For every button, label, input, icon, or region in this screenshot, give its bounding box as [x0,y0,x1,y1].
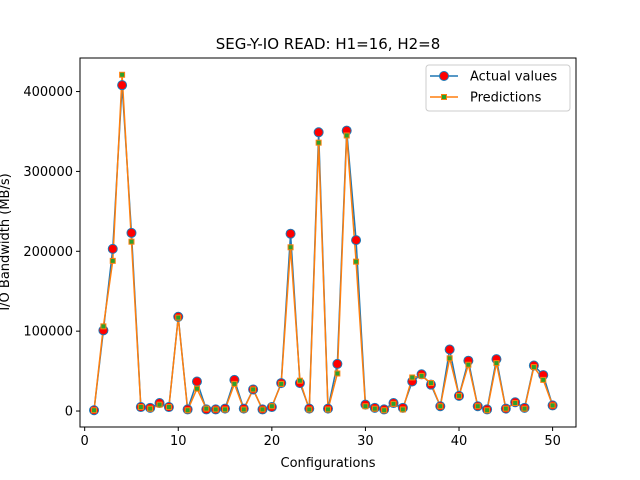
data-point-prediction [465,361,472,368]
data-point-prediction [287,244,294,251]
y-tick-label: 300000 [23,165,73,180]
data-point-prediction [193,385,200,392]
data-point-prediction [325,406,331,413]
data-point-prediction [278,380,285,387]
legend-label-1: Predictions [470,91,542,106]
data-point-actual [285,228,296,239]
chart-title: SEG-Y-IO READ: H1=16, H2=8 [216,35,441,53]
data-point-prediction [156,401,163,408]
data-point-actual [332,358,343,369]
data-point-actual [191,376,202,387]
data-point-actual [313,127,324,138]
data-point-prediction [296,377,303,384]
data-point-prediction [362,403,369,410]
y-axis-label: I/O Bandwidth (MB/s) [0,173,13,310]
legend-marker-prediction [441,94,447,100]
data-point-prediction [484,407,491,414]
data-point-prediction [437,403,444,410]
data-point-prediction [137,404,144,411]
x-tick-label: 20 [264,434,281,449]
data-point-prediction [399,406,406,413]
x-tick-label: 40 [451,434,468,449]
y-axis: 0 100000 200000 300000 400000 [23,85,80,420]
data-point-prediction [371,405,378,412]
data-point-prediction [147,405,154,412]
plot-markers-group [89,71,558,416]
data-point-prediction [128,238,135,245]
data-point-prediction [418,372,425,379]
data-point-prediction [250,386,257,393]
data-point-prediction [222,406,229,413]
data-point-prediction [231,380,238,387]
x-tick-label: 30 [357,434,374,449]
data-point-prediction [100,323,107,330]
data-point-prediction [456,392,463,399]
y-tick-label: 400000 [23,85,73,100]
data-point-prediction [240,406,247,413]
data-point-prediction [343,132,350,139]
data-point-prediction [175,314,182,321]
y-tick-label: 200000 [23,245,73,260]
data-point-prediction [165,404,172,411]
data-point-actual [351,235,362,246]
data-point-prediction [512,400,519,407]
data-point-prediction [203,405,210,412]
data-point-prediction [502,405,509,412]
legend-marker-actual [439,71,449,81]
data-point-prediction [91,407,98,414]
data-point-prediction [381,407,388,414]
data-point-prediction [212,406,219,413]
data-point-prediction [353,258,360,265]
data-point-actual [107,243,118,254]
data-point-prediction [306,406,313,413]
x-tick-label: 50 [544,434,561,449]
data-point-prediction [119,71,126,78]
x-axis-label: Configurations [281,456,376,471]
data-point-prediction [268,403,275,410]
data-point-prediction [493,360,500,367]
legend: Actual values Predictions [425,64,571,112]
data-point-prediction [184,407,191,414]
data-point-actual [117,80,128,91]
x-tick-label: 0 [81,434,89,449]
legend-label-0: Actual values [470,70,557,85]
plot-frame [79,57,577,428]
data-point-prediction [390,400,397,407]
data-point-prediction [334,370,341,377]
x-tick-label: 10 [170,434,187,449]
series-line-1 [93,74,554,411]
x-axis: 0 10 20 30 40 50 [81,427,561,449]
legend-box [425,64,571,112]
data-point-actual [444,344,455,355]
data-point-prediction [446,355,453,362]
data-point-prediction [540,376,547,383]
data-point-prediction [530,364,537,371]
data-point-prediction [409,374,416,381]
y-tick-label: 0 [65,405,73,420]
data-point-prediction [427,380,434,387]
data-point-prediction [521,405,528,412]
data-point-prediction [549,402,556,409]
data-point-actual [126,227,137,238]
data-point-prediction [259,406,266,413]
plot-series-group [93,74,554,411]
y-tick-label: 100000 [23,325,73,340]
data-point-prediction [109,257,116,264]
data-point-prediction [474,403,481,410]
data-point-prediction [315,139,322,146]
